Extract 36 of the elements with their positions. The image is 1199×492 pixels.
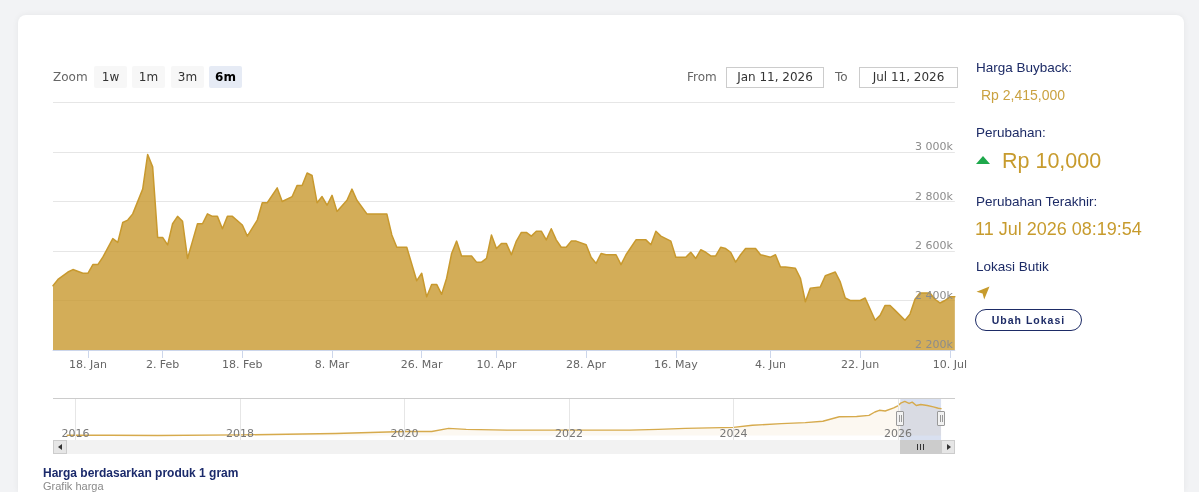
x-tick-label: 4. Jun [754, 358, 787, 371]
text: Zoom [53, 69, 88, 85]
x-tick-label: 8. Mar [314, 358, 350, 371]
text: To [835, 69, 848, 85]
range-button: 3m [171, 66, 204, 88]
y-tick-label: 2 200k [914, 338, 954, 351]
text: Harga berdasarkan produk 1 gram [43, 465, 239, 481]
x-tick-label: 2022 [555, 427, 584, 440]
text: From [687, 69, 717, 85]
range-button: 1m [132, 66, 165, 88]
text: Grafik harga [43, 480, 104, 492]
text: Lokasi Butik [976, 257, 1049, 275]
x-tick-label: 10. Apr [476, 358, 517, 371]
x-tick-label: 22. Jun [841, 358, 880, 371]
text: Rp 10,000 [1002, 147, 1102, 175]
x-tick-label: 2024 [719, 427, 748, 440]
x-tick-label: 2. Feb [145, 358, 180, 371]
text: Rp 2,415,000 [981, 86, 1066, 104]
x-tick-label: 18. Jan [68, 358, 107, 371]
x-tick-label: 18. Feb [222, 358, 263, 371]
x-tick-label: 28. Apr [566, 358, 607, 371]
y-tick-label: 2 600k [914, 239, 954, 252]
x-tick-label: 2026 [884, 427, 913, 440]
text: Perubahan: [976, 123, 1046, 141]
y-tick-label: 3 000k [914, 140, 954, 153]
x-tick-label: 10. Jul [932, 358, 967, 371]
range-button: 1w [94, 66, 127, 88]
y-tick-label: 2 800k [914, 189, 954, 203]
text: 11 Jul 2026 08:19:54 [975, 217, 1142, 241]
text: Perubahan Terakhir: [976, 192, 1098, 210]
to-date-field: Jul 11, 2026 [859, 67, 958, 88]
range-button: 6m [209, 66, 242, 88]
x-tick-label: 16. May [653, 358, 699, 371]
x-tick-label: 26. Mar [400, 358, 444, 371]
from-date-field: Jan 11, 2026 [726, 67, 824, 88]
text: Harga Buyback: [976, 59, 1073, 76]
